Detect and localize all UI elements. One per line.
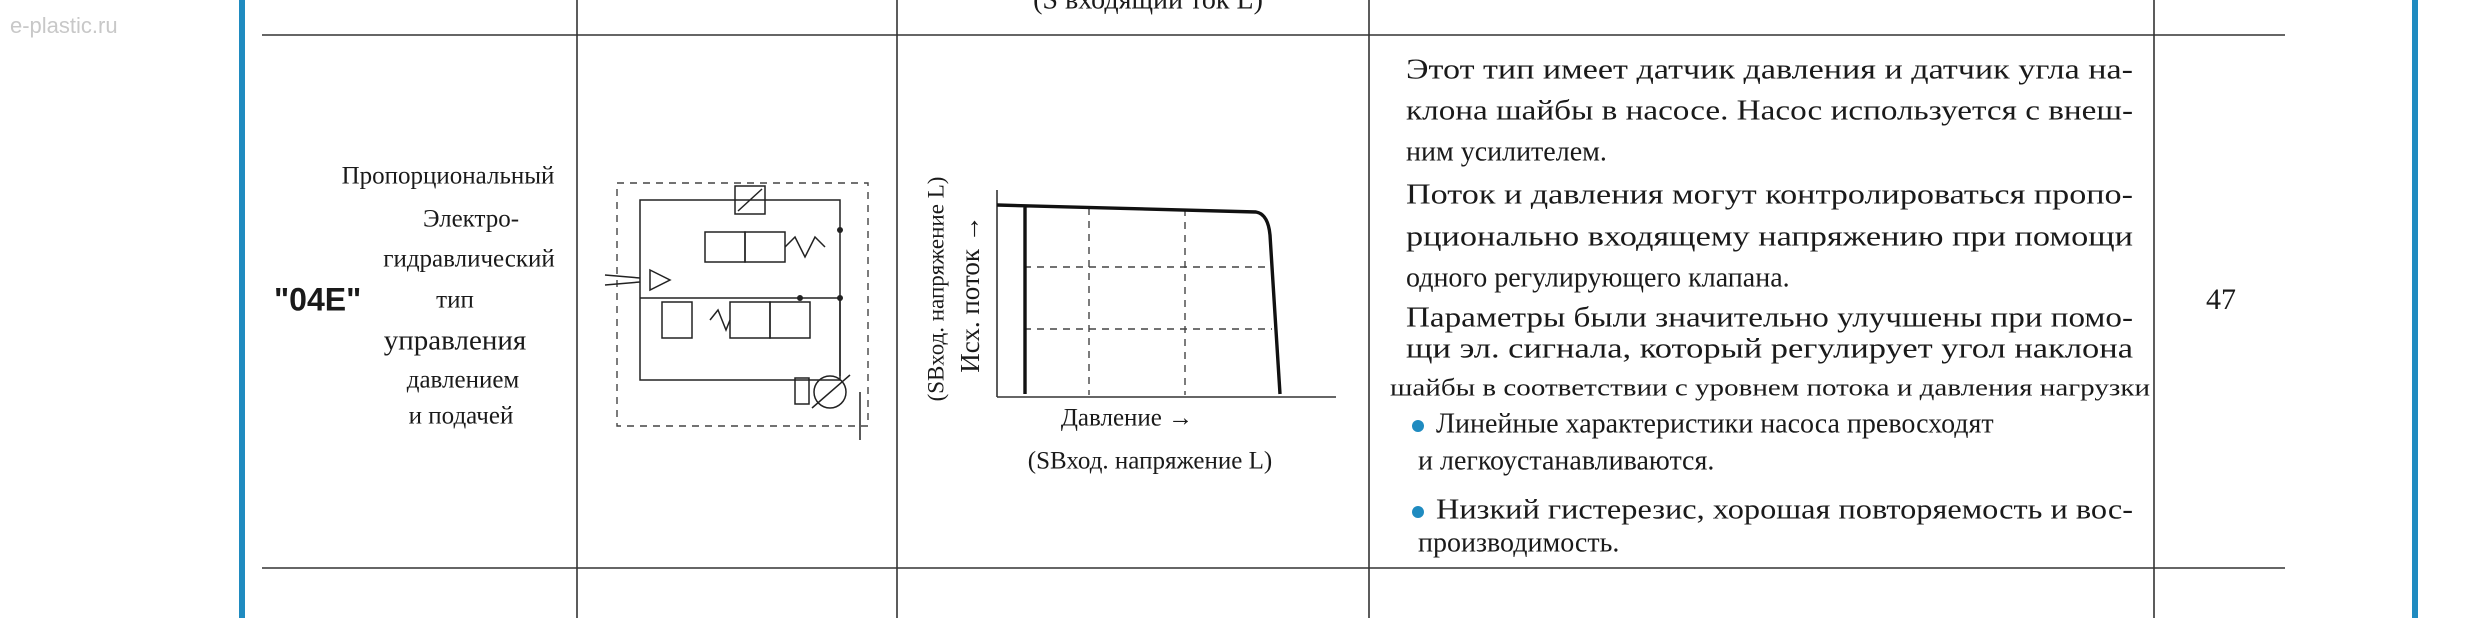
description-line: ним усилителем. bbox=[1406, 136, 1607, 167]
type-name-line: Электро- bbox=[423, 206, 519, 233]
description-line: Поток и давления могут контролироваться … bbox=[1406, 179, 2133, 210]
description-line: рционально входящему напряжению при помо… bbox=[1406, 221, 2133, 252]
bullet-line: и легкоустанавливаются. bbox=[1418, 445, 1714, 476]
description-line: Этот тип имеет датчик давления и датчик … bbox=[1406, 54, 2133, 85]
description-line: одного регулирующего клапана. bbox=[1406, 262, 1790, 293]
bullet bbox=[1412, 506, 1424, 518]
x-label: Давление → bbox=[1061, 405, 1193, 432]
y-sublabel: (SВход. напряжение L) bbox=[923, 177, 948, 402]
bullet-line: Низкий гистерезис, хорошая повторяемость… bbox=[1436, 494, 2133, 525]
watermark: e-plastic.ru bbox=[10, 13, 118, 38]
bullet bbox=[1412, 420, 1424, 432]
x-sublabel: (SВход. напряжение L) bbox=[1028, 448, 1272, 475]
type-name-line: давлением bbox=[407, 367, 520, 394]
bullet-line: Линейные характеристики насоса превосход… bbox=[1436, 408, 1994, 439]
page-number: 47 bbox=[2206, 283, 2236, 316]
characteristic-graph bbox=[996, 190, 1336, 398]
description-line: Параметры были значительно улучшены при … bbox=[1406, 302, 2133, 333]
type-name-line: гидравлический bbox=[383, 246, 555, 273]
type-name-line: Пропорциональный bbox=[342, 163, 555, 190]
schematic bbox=[604, 182, 869, 440]
top-caption: (S входящий ток L) bbox=[1033, 0, 1263, 15]
description-line: шайбы в соответствии с уровнем потока и … bbox=[1390, 376, 2150, 402]
description-line: щи эл. сигнала, который регулирует угол … bbox=[1406, 333, 2134, 364]
description-line: клона шайбы в насосе. Насос используется… bbox=[1406, 95, 2133, 126]
y-label: Исх. поток → bbox=[955, 215, 985, 373]
bullet-line: производимость. bbox=[1418, 527, 1619, 558]
type-name-line: тип bbox=[436, 287, 474, 314]
type-name-line: управления bbox=[384, 325, 526, 357]
model-code: "04E" bbox=[274, 281, 361, 317]
type-name-line: и подачей bbox=[409, 403, 514, 430]
